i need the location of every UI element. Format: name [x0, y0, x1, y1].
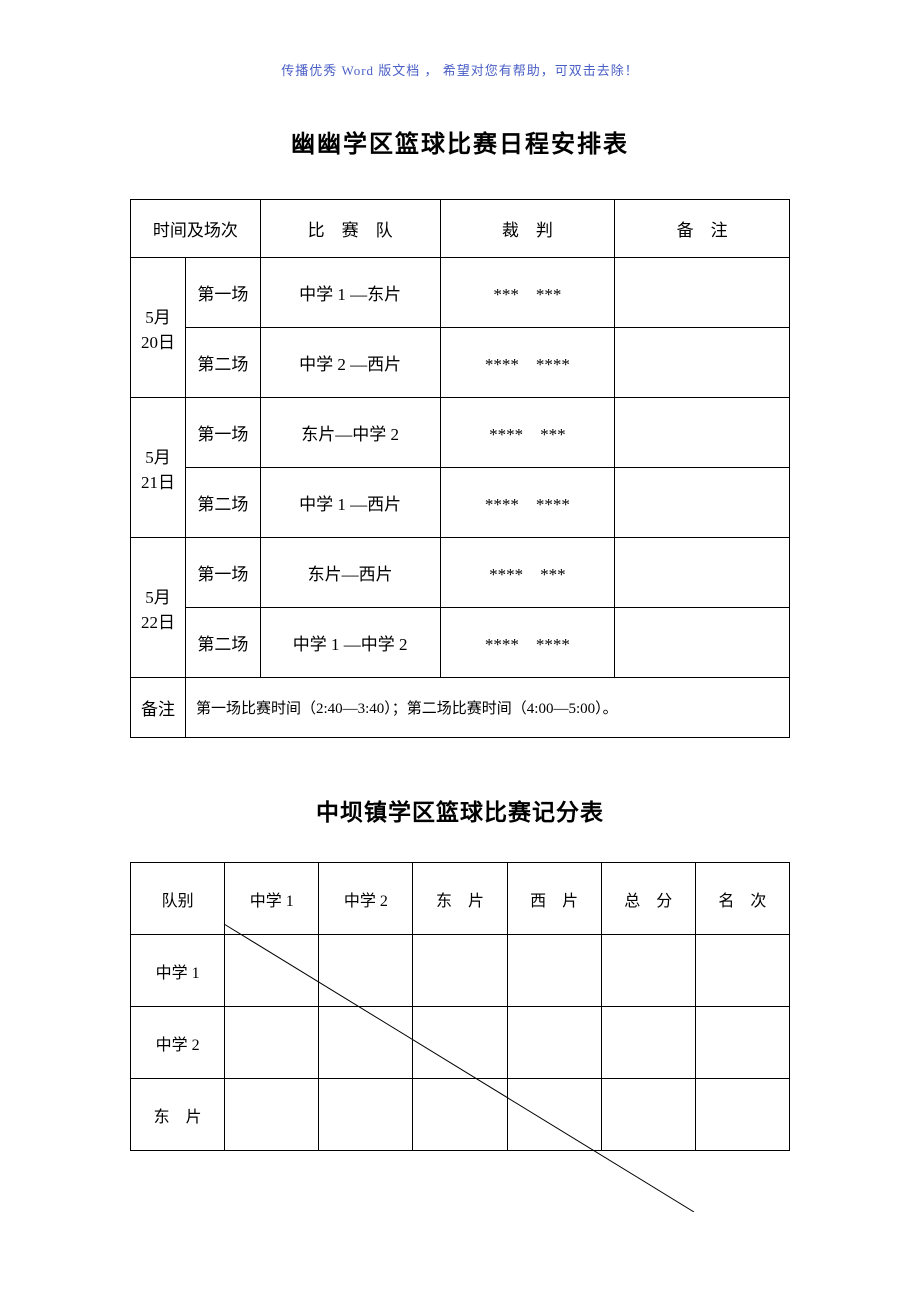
score-row-header: 中学 1: [131, 935, 225, 1007]
score-col-header: 中学 2: [319, 863, 413, 935]
session-cell: 第二场: [185, 328, 260, 398]
col-header-time: 时间及场次: [131, 200, 261, 258]
score-cell: [225, 1079, 319, 1151]
referee-cell: **** ****: [440, 608, 615, 678]
session-cell: 第一场: [185, 258, 260, 328]
referee-cell: **** ****: [440, 468, 615, 538]
teams-cell: 东片—中学 2: [260, 398, 440, 468]
note-cell: [615, 328, 790, 398]
note-cell: [615, 398, 790, 468]
schedule-table: 时间及场次 比 赛 队 裁 判 备 注 5月20日 第一场 中学 1 —东片 *…: [130, 199, 790, 738]
score-cell: [225, 935, 319, 1007]
score-col-header: 东 片: [413, 863, 507, 935]
score-cell: [695, 1079, 789, 1151]
referee-cell: *** ***: [440, 258, 615, 328]
score-col-header: 总 分: [601, 863, 695, 935]
date-cell: 5月20日: [131, 258, 186, 398]
score-col-header: 队别: [131, 863, 225, 935]
score-cell: [225, 1007, 319, 1079]
schedule-title: 幽幽学区篮球比赛日程安排表: [0, 124, 920, 159]
teams-cell: 东片—西片: [260, 538, 440, 608]
referee-cell: **** ***: [440, 538, 615, 608]
teams-cell: 中学 1 —西片: [260, 468, 440, 538]
score-table: 队别 中学 1 中学 2 东 片 西 片 总 分 名 次 中学 1 中学 2: [130, 862, 790, 1151]
score-cell: [695, 935, 789, 1007]
col-header-notes: 备 注: [615, 200, 790, 258]
referee-cell: **** ****: [440, 328, 615, 398]
session-cell: 第一场: [185, 538, 260, 608]
score-cell: [413, 935, 507, 1007]
note-cell: [615, 258, 790, 328]
score-cell: [507, 935, 601, 1007]
score-cell: [413, 1007, 507, 1079]
score-title: 中坝镇学区篮球比赛记分表: [0, 793, 920, 827]
teams-cell: 中学 2 —西片: [260, 328, 440, 398]
score-cell: [413, 1079, 507, 1151]
teams-cell: 中学 1 —中学 2: [260, 608, 440, 678]
score-cell: [319, 1079, 413, 1151]
score-cell: [601, 1007, 695, 1079]
referee-cell: **** ***: [440, 398, 615, 468]
note-cell: [615, 538, 790, 608]
col-header-referee: 裁 判: [440, 200, 615, 258]
session-cell: 第二场: [185, 608, 260, 678]
teams-cell: 中学 1 —东片: [260, 258, 440, 328]
score-cell: [319, 935, 413, 1007]
score-col-header: 名 次: [695, 863, 789, 935]
score-col-header: 中学 1: [225, 863, 319, 935]
score-row-header: 东 片: [131, 1079, 225, 1151]
footnote-label: 备注: [131, 678, 186, 738]
date-cell: 5月21日: [131, 398, 186, 538]
score-table-wrapper: 队别 中学 1 中学 2 东 片 西 片 总 分 名 次 中学 1 中学 2: [130, 862, 790, 1151]
note-cell: [615, 608, 790, 678]
session-cell: 第一场: [185, 398, 260, 468]
score-cell: [507, 1079, 601, 1151]
score-cell: [507, 1007, 601, 1079]
col-header-teams: 比 赛 队: [260, 200, 440, 258]
session-cell: 第二场: [185, 468, 260, 538]
footnote-text: 第一场比赛时间（2:40—3:40）；第二场比赛时间（4:00—5:00）。: [185, 678, 789, 738]
score-cell: [601, 935, 695, 1007]
score-cell: [695, 1007, 789, 1079]
header-disclaimer: 传播优秀 Word 版文档 ， 希望对您有帮助，可双击去除！: [0, 0, 920, 79]
score-col-header: 西 片: [507, 863, 601, 935]
date-cell: 5月22日: [131, 538, 186, 678]
score-cell: [601, 1079, 695, 1151]
note-cell: [615, 468, 790, 538]
score-cell: [319, 1007, 413, 1079]
score-row-header: 中学 2: [131, 1007, 225, 1079]
